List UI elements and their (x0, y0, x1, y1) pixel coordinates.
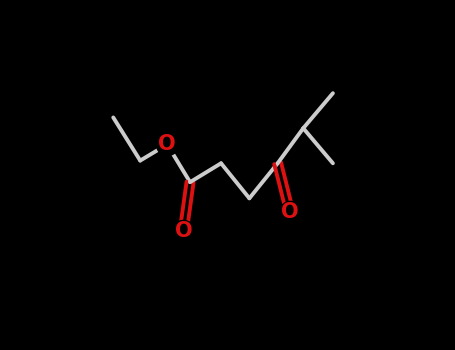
Text: O: O (175, 220, 192, 241)
Text: O: O (281, 202, 298, 222)
Text: O: O (158, 134, 176, 154)
